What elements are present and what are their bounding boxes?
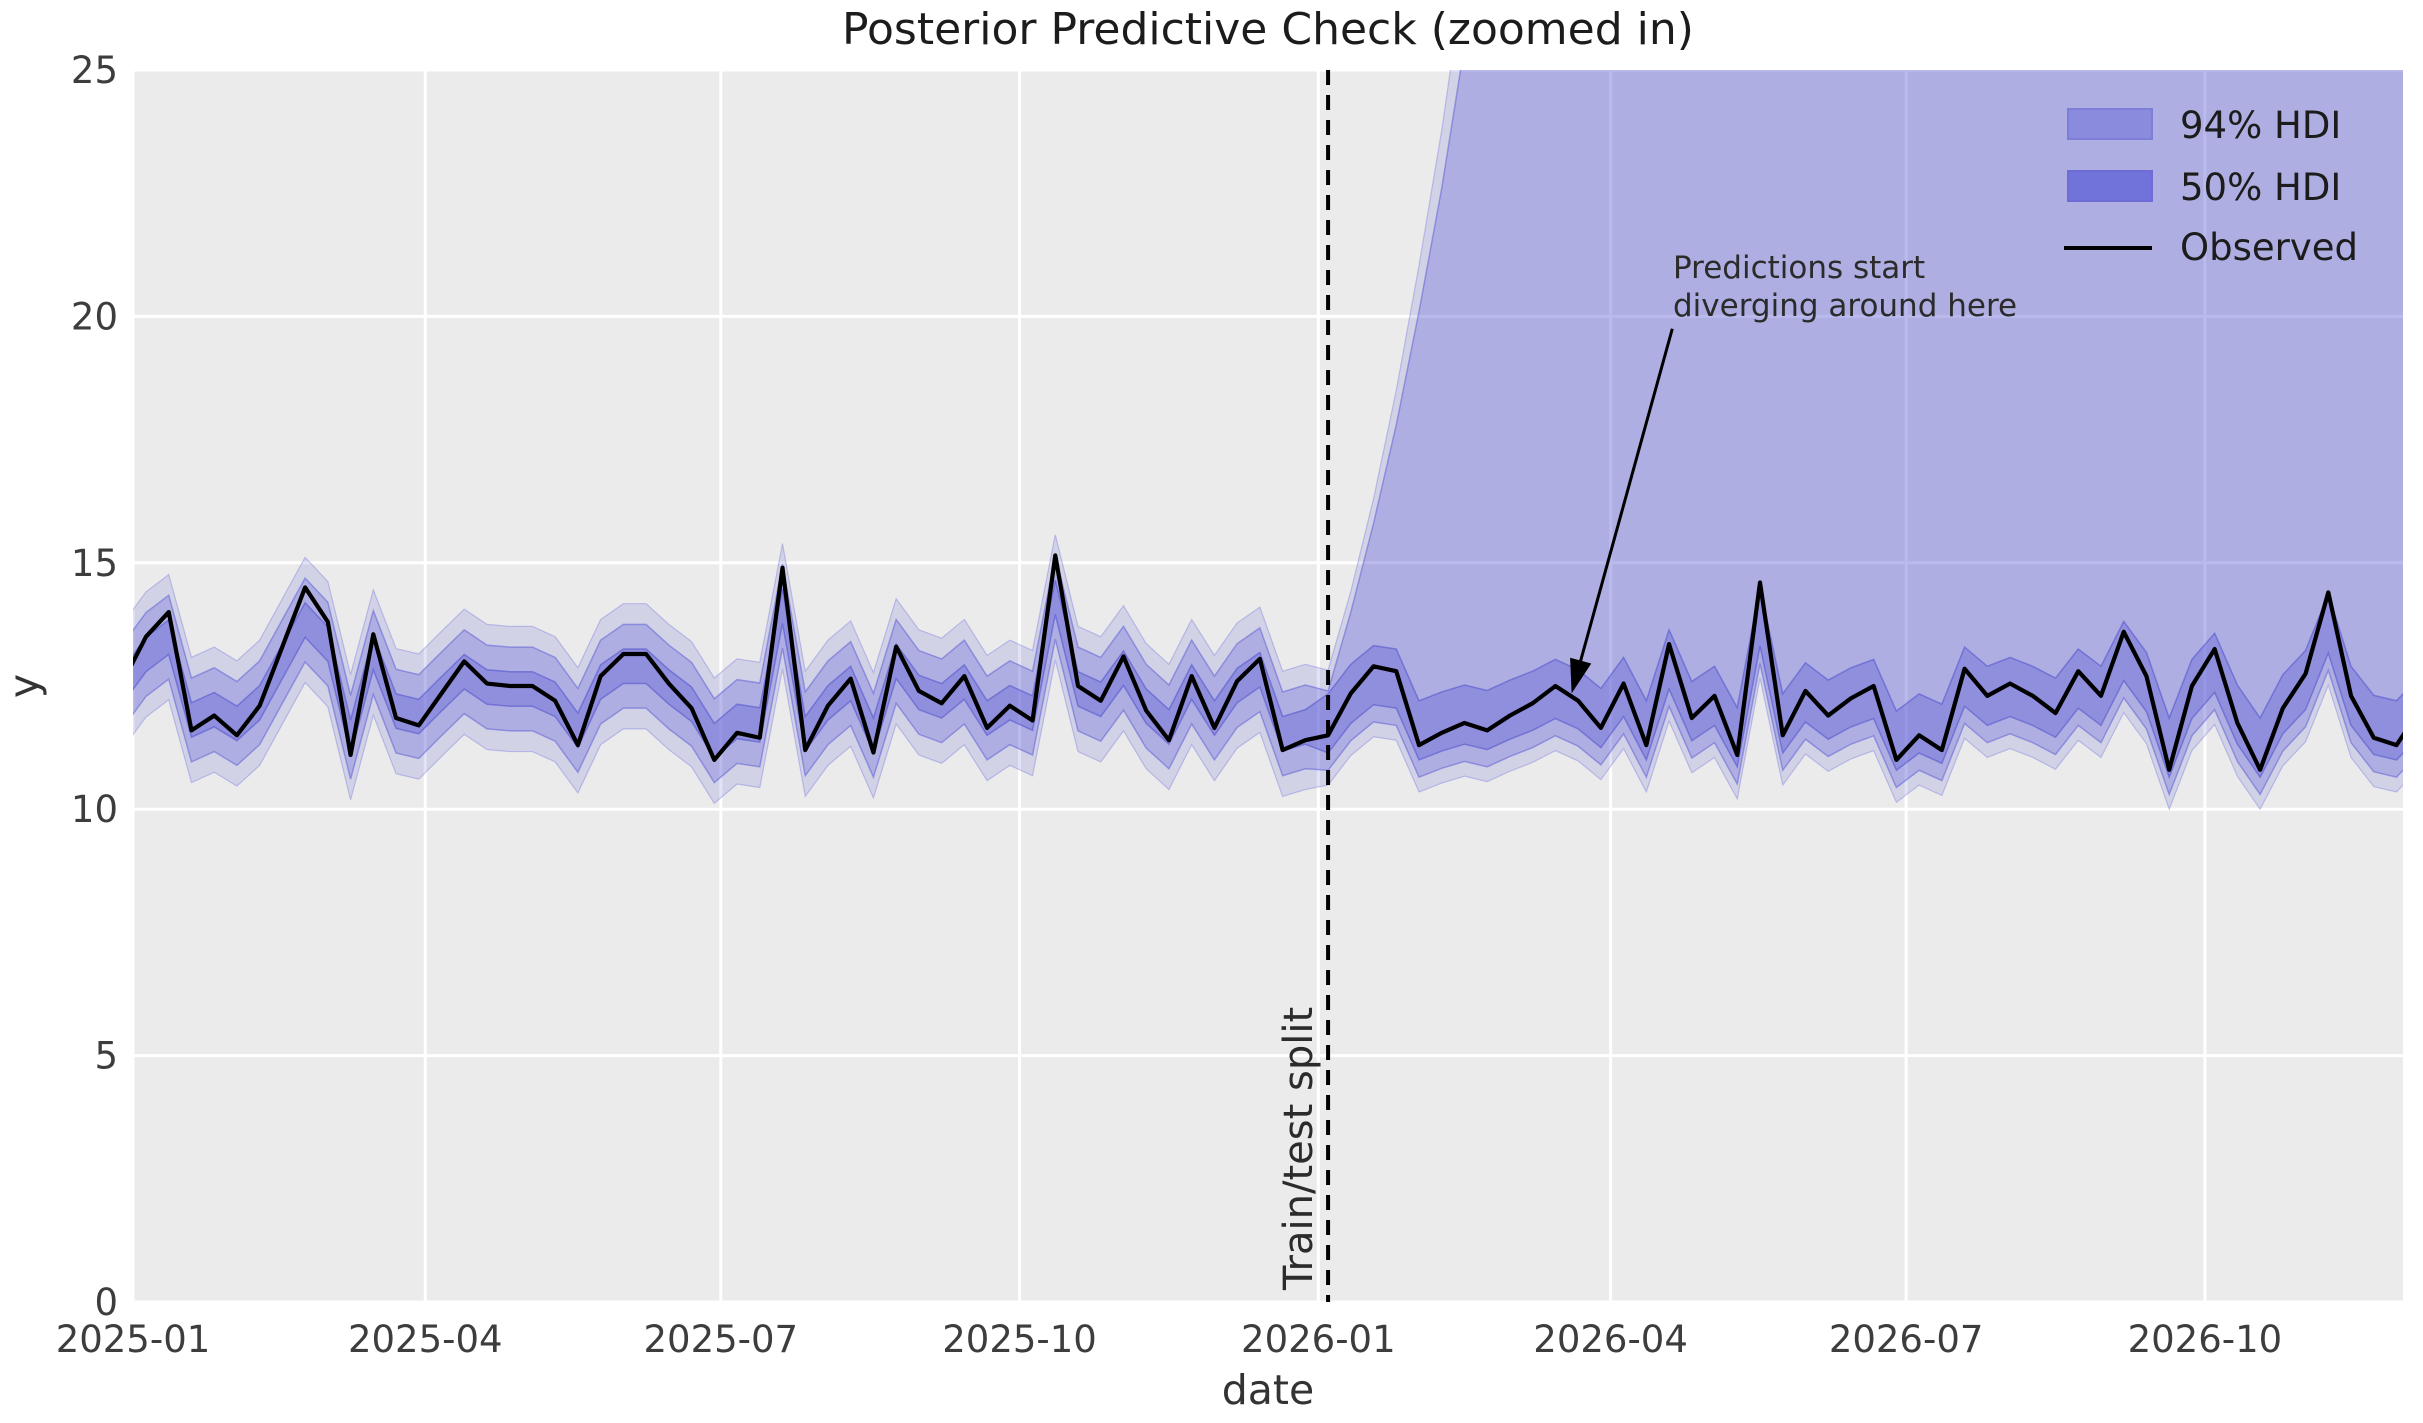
legend-94hdi-patch-icon xyxy=(2067,108,2153,140)
diverge-annotation-line2: diverging around here xyxy=(1673,288,2017,324)
x-tick-label: 2026-04 xyxy=(1533,1318,1688,1361)
hdi-outer-glow-band xyxy=(133,70,2403,811)
gridlines xyxy=(131,68,2403,1304)
chart-title: Posterior Predictive Check (zoomed in) xyxy=(842,4,1694,55)
x-axis-label: date xyxy=(1222,1366,1314,1414)
x-tick-label: 2025-10 xyxy=(942,1318,1097,1361)
legend-observed-label: Observed xyxy=(2180,226,2358,269)
legend-50hdi-patch-icon xyxy=(2067,170,2153,202)
train-test-split-label: Train/test split xyxy=(1276,1007,1322,1291)
y-tick-label: 5 xyxy=(94,1035,118,1078)
y-tick-label: 20 xyxy=(71,295,118,338)
hdi94-band xyxy=(133,70,2403,797)
x-tick-label: 2026-10 xyxy=(2128,1318,2283,1361)
x-tick-label: 2025-04 xyxy=(348,1318,503,1361)
y-tick-labels: 0 5 10 15 20 25 xyxy=(71,49,118,1324)
x-tick-label: 2025-07 xyxy=(643,1318,798,1361)
legend-94hdi-label: 94% HDI xyxy=(2180,104,2341,147)
x-tick-label: 2026-07 xyxy=(1829,1318,1984,1361)
y-tick-label: 15 xyxy=(71,542,118,585)
legend-50hdi-label: 50% HDI xyxy=(2180,166,2341,209)
annotation-arrow-shaft xyxy=(1577,328,1674,667)
x-tick-label: 2025-01 xyxy=(56,1318,211,1361)
diverge-annotation-line1: Predictions start xyxy=(1673,250,1925,286)
y-axis-label: y xyxy=(0,674,48,698)
y-tick-label: 0 xyxy=(94,1281,118,1324)
annotation-arrow-head-icon xyxy=(1570,657,1592,694)
legend: 94% HDI 50% HDI Observed xyxy=(2064,104,2358,269)
y-tick-label: 25 xyxy=(71,49,118,92)
observed-line xyxy=(133,553,2403,772)
x-tick-labels: 2025-01 2025-04 2025-07 2025-10 2026-01 2026-… xyxy=(56,1318,2283,1361)
x-tick-label: 2026-01 xyxy=(1241,1318,1396,1361)
y-tick-label: 10 xyxy=(71,788,118,831)
